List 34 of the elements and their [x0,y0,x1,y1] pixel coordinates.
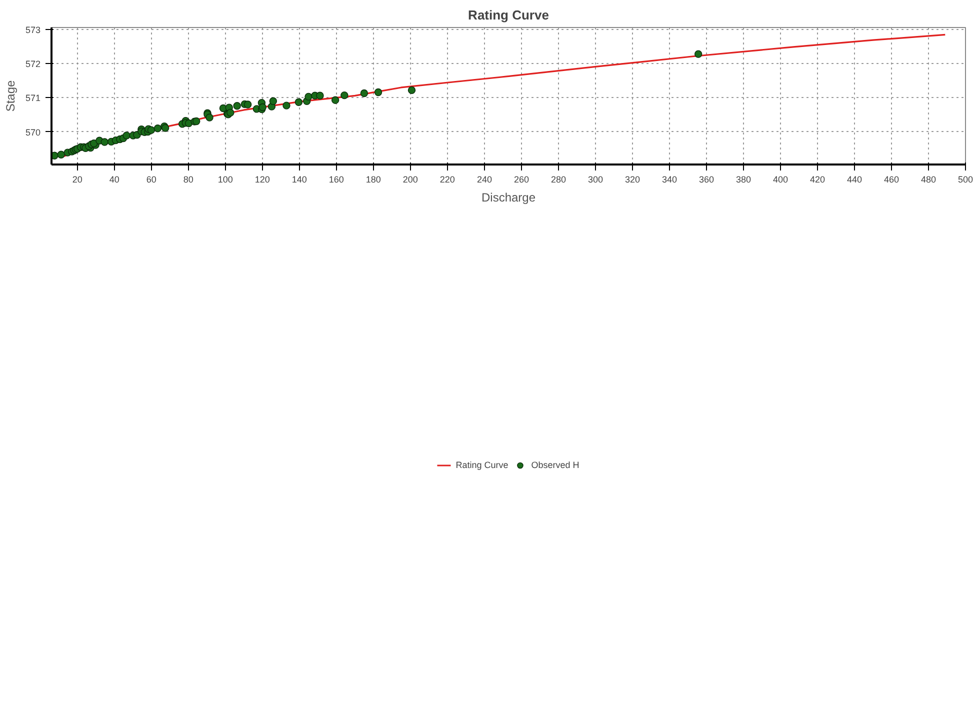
x-tick-label: 480 [920,174,936,184]
x-tick-label: 500 [958,174,974,184]
x-tick-label: 200 [402,174,418,184]
x-tick-label: 80 [183,174,194,184]
legend-label: Rating Curve [456,460,508,470]
x-tick-label: 320 [624,174,640,184]
x-tick-label: 180 [366,174,381,184]
x-tick-label: 120 [254,174,270,184]
y-tick-label: 571 [25,93,41,104]
x-tick-label: 60 [146,174,156,184]
x-tick-label: 280 [550,174,566,184]
x-tick-label: 460 [884,174,900,184]
x-tick-label: 360 [698,174,714,184]
x-tick-label: 340 [662,174,677,184]
chart-title: Rating Curve [468,8,549,22]
x-tick-label: 380 [736,174,751,184]
x-tick-label: 240 [476,174,492,184]
x-tick-label: 220 [440,174,455,184]
x-tick-label: 260 [514,174,529,184]
x-tick-label: 300 [588,174,603,184]
x-tick-label: 40 [109,174,120,184]
x-tick-label: 160 [328,174,344,184]
y-tick-label: 572 [25,59,41,70]
x-tick-label: 100 [218,174,233,184]
x-tick-label: 20 [72,174,82,184]
legend-label: Observed H [531,460,580,470]
x-axis-title: Discharge [481,190,536,204]
y-tick-label: 570 [25,127,41,138]
x-tick-label: 420 [810,174,826,184]
y-axis-title: Stage [3,80,18,112]
x-tick-label: 140 [292,174,307,184]
x-tick-label: 440 [846,174,862,184]
y-tick-label: 573 [25,25,41,36]
x-tick-label: 400 [772,174,788,184]
